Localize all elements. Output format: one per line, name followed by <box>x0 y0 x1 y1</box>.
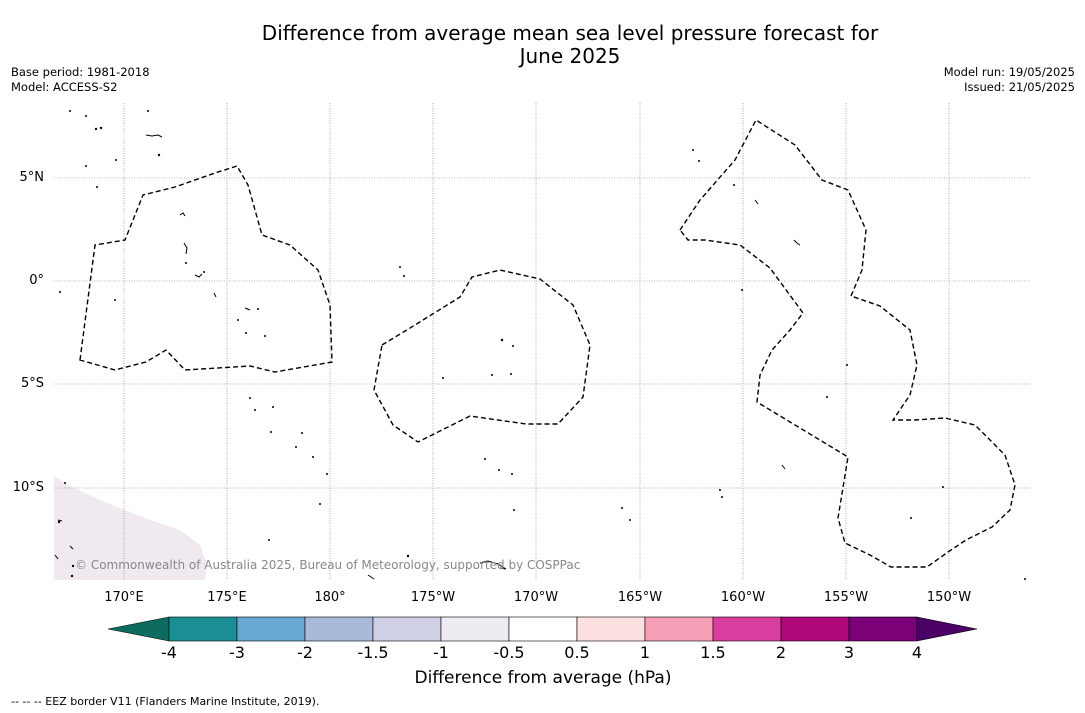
lat-label-0: 0° <box>29 273 44 288</box>
colorbar-segment <box>712 616 782 642</box>
colorbar-segments <box>168 616 918 642</box>
colorbar-tick-label: 3 <box>843 643 855 662</box>
lat-label-5s: 5°S <box>20 376 44 391</box>
colorbar-segment <box>372 616 442 642</box>
lon-label-175w: 175°W <box>410 590 456 605</box>
lon-label-160w: 160°W <box>720 590 766 605</box>
eez-borders <box>79 118 1016 568</box>
colorbar-over-triangle <box>916 616 978 642</box>
model-name: Model: ACCESS-S2 <box>11 80 118 94</box>
anomaly-shade-region <box>54 476 207 580</box>
map-title-line2: June 2025 <box>519 44 621 68</box>
base-period: Base period: 1981-2018 <box>11 65 150 79</box>
model-run: Model run: 19/05/2025 <box>943 65 1075 79</box>
eez-footnote: -- -- -- EEZ border V11 (Flanders Marine… <box>11 695 320 708</box>
colorbar-segment <box>644 616 714 642</box>
colorbar-tick-label: -1 <box>433 643 449 662</box>
lon-label-165w: 165°W <box>617 590 663 605</box>
colorbar-tick-label: 1 <box>639 643 651 662</box>
colorbar-tick-label: -4 <box>161 643 177 662</box>
lon-label-175e: 175°E <box>207 590 247 605</box>
colorbar-tick-label: -1.5 <box>357 643 389 662</box>
lon-label-170e: 170°E <box>104 590 144 605</box>
colorbar-tick-label: 2 <box>775 643 787 662</box>
lat-label-10s: 10°S <box>12 480 44 495</box>
lat-label-5n: 5°N <box>19 170 45 185</box>
colorbar-segment <box>304 616 374 642</box>
colorbar-tick-label: -3 <box>229 643 245 662</box>
colorbar-label: Difference from average (hPa) <box>414 668 672 688</box>
lon-label-180: 180° <box>314 590 346 605</box>
meta-left: Base period: 1981-2018 Model: ACCESS-S2 <box>11 65 150 95</box>
issued-date: Issued: 21/05/2025 <box>964 80 1075 94</box>
lon-label-155w: 155°W <box>823 590 869 605</box>
copyright-notice: © Commonwealth of Australia 2025, Bureau… <box>75 558 581 572</box>
island-dots <box>57 110 1026 580</box>
colorbar-segment <box>848 616 918 642</box>
meta-right: Model run: 19/05/2025 Issued: 21/05/2025 <box>944 65 1075 95</box>
colorbar-segment <box>236 616 306 642</box>
lon-label-150w: 150°W <box>926 590 972 605</box>
colorbar-tick-label: -2 <box>297 643 313 662</box>
colorbar-segment <box>508 616 578 642</box>
colorbar-segment <box>168 616 238 642</box>
colorbar-tick-label: 0.5 <box>564 643 590 662</box>
colorbar-under-triangle <box>107 616 170 642</box>
colorbar-tick-label: -0.5 <box>493 643 525 662</box>
colorbar-segment <box>440 616 510 642</box>
colorbar-segment <box>576 616 646 642</box>
island-outlines <box>54 134 801 580</box>
colorbar-tick-label: 1.5 <box>700 643 726 662</box>
colorbar-segment <box>780 616 850 642</box>
lon-label-170w: 170°W <box>513 590 559 605</box>
map-title-line1: Difference from average mean sea level p… <box>261 21 879 45</box>
colorbar-tick-label: 4 <box>911 643 923 662</box>
